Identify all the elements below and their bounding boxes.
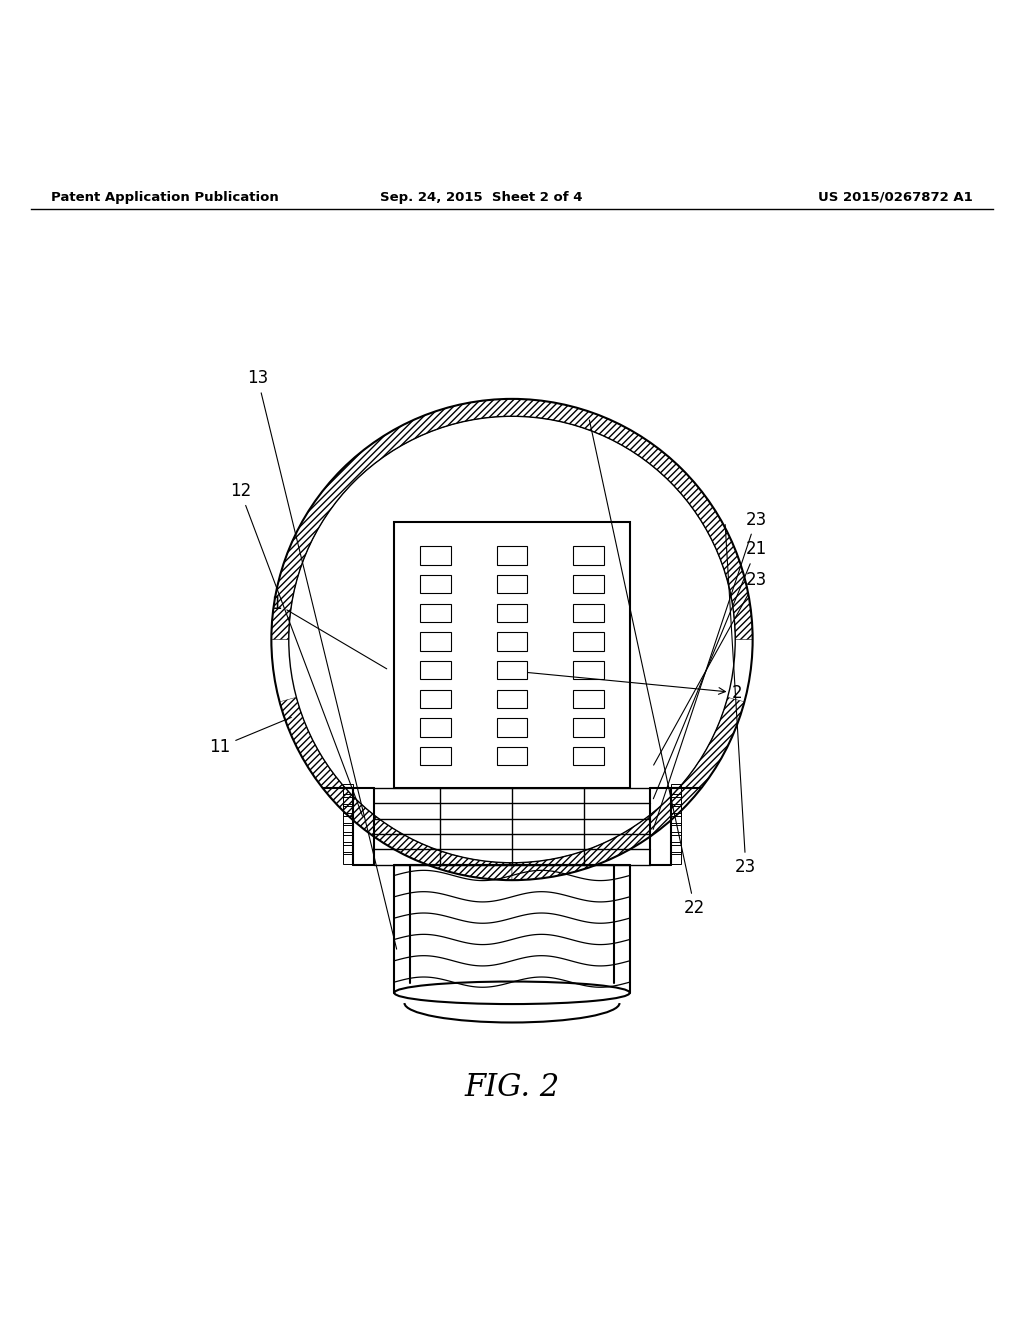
Text: 23: 23 bbox=[653, 511, 767, 829]
Text: 13: 13 bbox=[247, 370, 396, 949]
Bar bbox=[497, 603, 527, 622]
Bar bbox=[671, 804, 681, 816]
Bar bbox=[671, 842, 681, 854]
Bar bbox=[573, 603, 604, 622]
Bar bbox=[497, 661, 527, 680]
Bar bbox=[343, 842, 353, 854]
Bar bbox=[573, 632, 604, 651]
Wedge shape bbox=[280, 697, 512, 880]
Bar bbox=[420, 576, 451, 594]
Bar bbox=[573, 546, 604, 565]
Text: 12: 12 bbox=[229, 482, 362, 816]
Bar bbox=[671, 833, 681, 845]
Text: 1: 1 bbox=[271, 595, 387, 669]
Bar bbox=[420, 632, 451, 651]
Bar bbox=[671, 822, 681, 836]
Wedge shape bbox=[271, 399, 753, 639]
Bar bbox=[497, 546, 527, 565]
Bar bbox=[497, 576, 527, 594]
Bar bbox=[420, 603, 451, 622]
Bar bbox=[394, 521, 630, 788]
Bar bbox=[573, 661, 604, 680]
Text: 23: 23 bbox=[653, 572, 767, 766]
Bar bbox=[420, 546, 451, 565]
Bar bbox=[573, 576, 604, 594]
Text: FIG. 2: FIG. 2 bbox=[464, 1072, 560, 1102]
Bar bbox=[497, 689, 527, 708]
Wedge shape bbox=[512, 697, 744, 880]
Bar bbox=[497, 718, 527, 737]
Bar bbox=[343, 813, 353, 825]
Bar bbox=[420, 689, 451, 708]
Bar bbox=[671, 851, 681, 863]
Text: 21: 21 bbox=[653, 540, 767, 799]
Bar bbox=[420, 661, 451, 680]
Text: US 2015/0267872 A1: US 2015/0267872 A1 bbox=[818, 190, 973, 203]
Bar bbox=[497, 632, 527, 651]
Text: 2: 2 bbox=[528, 673, 742, 702]
Bar bbox=[343, 822, 353, 836]
Bar bbox=[343, 851, 353, 863]
Bar bbox=[573, 718, 604, 737]
Bar bbox=[671, 784, 681, 797]
Bar bbox=[420, 747, 451, 766]
Text: 22: 22 bbox=[590, 420, 706, 917]
Text: 11: 11 bbox=[209, 717, 291, 756]
Bar bbox=[343, 833, 353, 845]
Bar bbox=[420, 718, 451, 737]
Bar bbox=[343, 784, 353, 797]
Bar bbox=[671, 813, 681, 825]
Bar bbox=[573, 747, 604, 766]
Bar bbox=[671, 793, 681, 807]
Text: 23: 23 bbox=[725, 524, 757, 876]
Bar bbox=[343, 804, 353, 816]
Text: Sep. 24, 2015  Sheet 2 of 4: Sep. 24, 2015 Sheet 2 of 4 bbox=[380, 190, 583, 203]
Bar bbox=[573, 689, 604, 708]
Bar bbox=[343, 793, 353, 807]
Bar bbox=[497, 747, 527, 766]
Text: Patent Application Publication: Patent Application Publication bbox=[51, 190, 279, 203]
